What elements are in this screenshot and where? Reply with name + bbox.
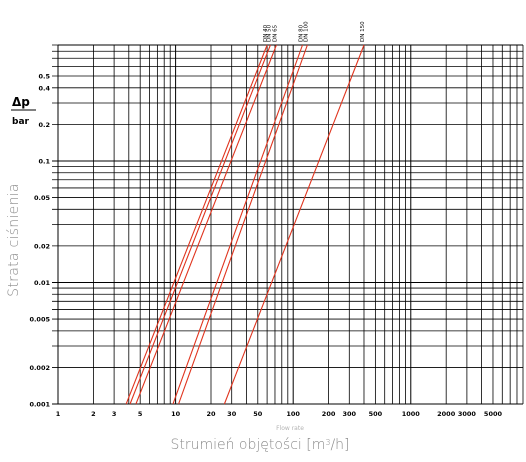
x-caption: Flow rate [276,425,304,432]
x-axis-label-post: /h] [330,437,350,453]
x-tick-label: 3 [112,410,117,418]
y-tick-label: 0.4 [38,84,50,92]
x-tick-label: 200 [322,410,336,418]
x-tick-label: 3000 [458,410,477,418]
series-line [223,44,365,405]
axis-symbol: Δp [12,95,30,109]
axis-unit: bar [12,117,30,127]
y-tick-label: 0.2 [38,121,50,129]
y-tick-label: 0.01 [34,279,51,287]
x-tick-label: 5000 [484,410,503,418]
series-line [135,44,277,405]
y-tick-label: 0.05 [34,194,51,202]
y-tick-label: 0.5 [38,73,50,81]
x-tick-label: 30 [227,410,237,418]
y-tick-label: 0.02 [34,242,50,250]
axis-title-group: Δp bar [11,95,36,127]
x-tick-label: 20 [206,410,216,418]
x-tick-label: 500 [369,410,383,418]
tick-labels: 1 2 3 5 10 20 30 50 100 200 300 500 1000 2000 3000 5000… [29,73,502,418]
y-tick-label: 0.001 [29,401,50,409]
y-axis-label-box: Strata ciśnienia [4,150,24,330]
x-tick-label: 1 [56,410,61,418]
x-tick-label: 1000 [402,410,421,418]
x-tick-label: 300 [343,410,357,418]
series-label: DN 65 [272,24,278,42]
series-label: DN 150 [360,21,366,42]
y-tick-label: 0.002 [29,364,50,372]
x-tick-label: 10 [171,410,181,418]
series-lines [125,44,365,405]
grid [52,44,524,405]
series-line [178,44,308,405]
series-label: DN 100 [303,21,309,42]
series-label: DN 80 [299,24,305,42]
y-tick-label: 0.005 [29,316,50,324]
x-tick-label: 2 [91,410,96,418]
x-axis-label-pre: Strumień objętości [m [170,437,326,453]
x-axis-label: Strumień objętości [m3/h] [60,437,460,453]
series-line [125,44,268,405]
x-tick-label: 100 [286,410,300,418]
y-tick-label: 0.1 [38,157,50,165]
x-axis-label-sup: 3 [325,438,331,447]
y-axis-label: Strata ciśnienia [6,183,22,297]
x-tick-label: 2000 [437,410,456,418]
series-line [172,44,304,405]
series-label: DN 50 [266,24,272,42]
series-line [129,44,271,405]
series-label: DN 40 [263,24,269,42]
x-tick-label: 50 [253,410,263,418]
x-tick-label: 5 [138,410,143,418]
